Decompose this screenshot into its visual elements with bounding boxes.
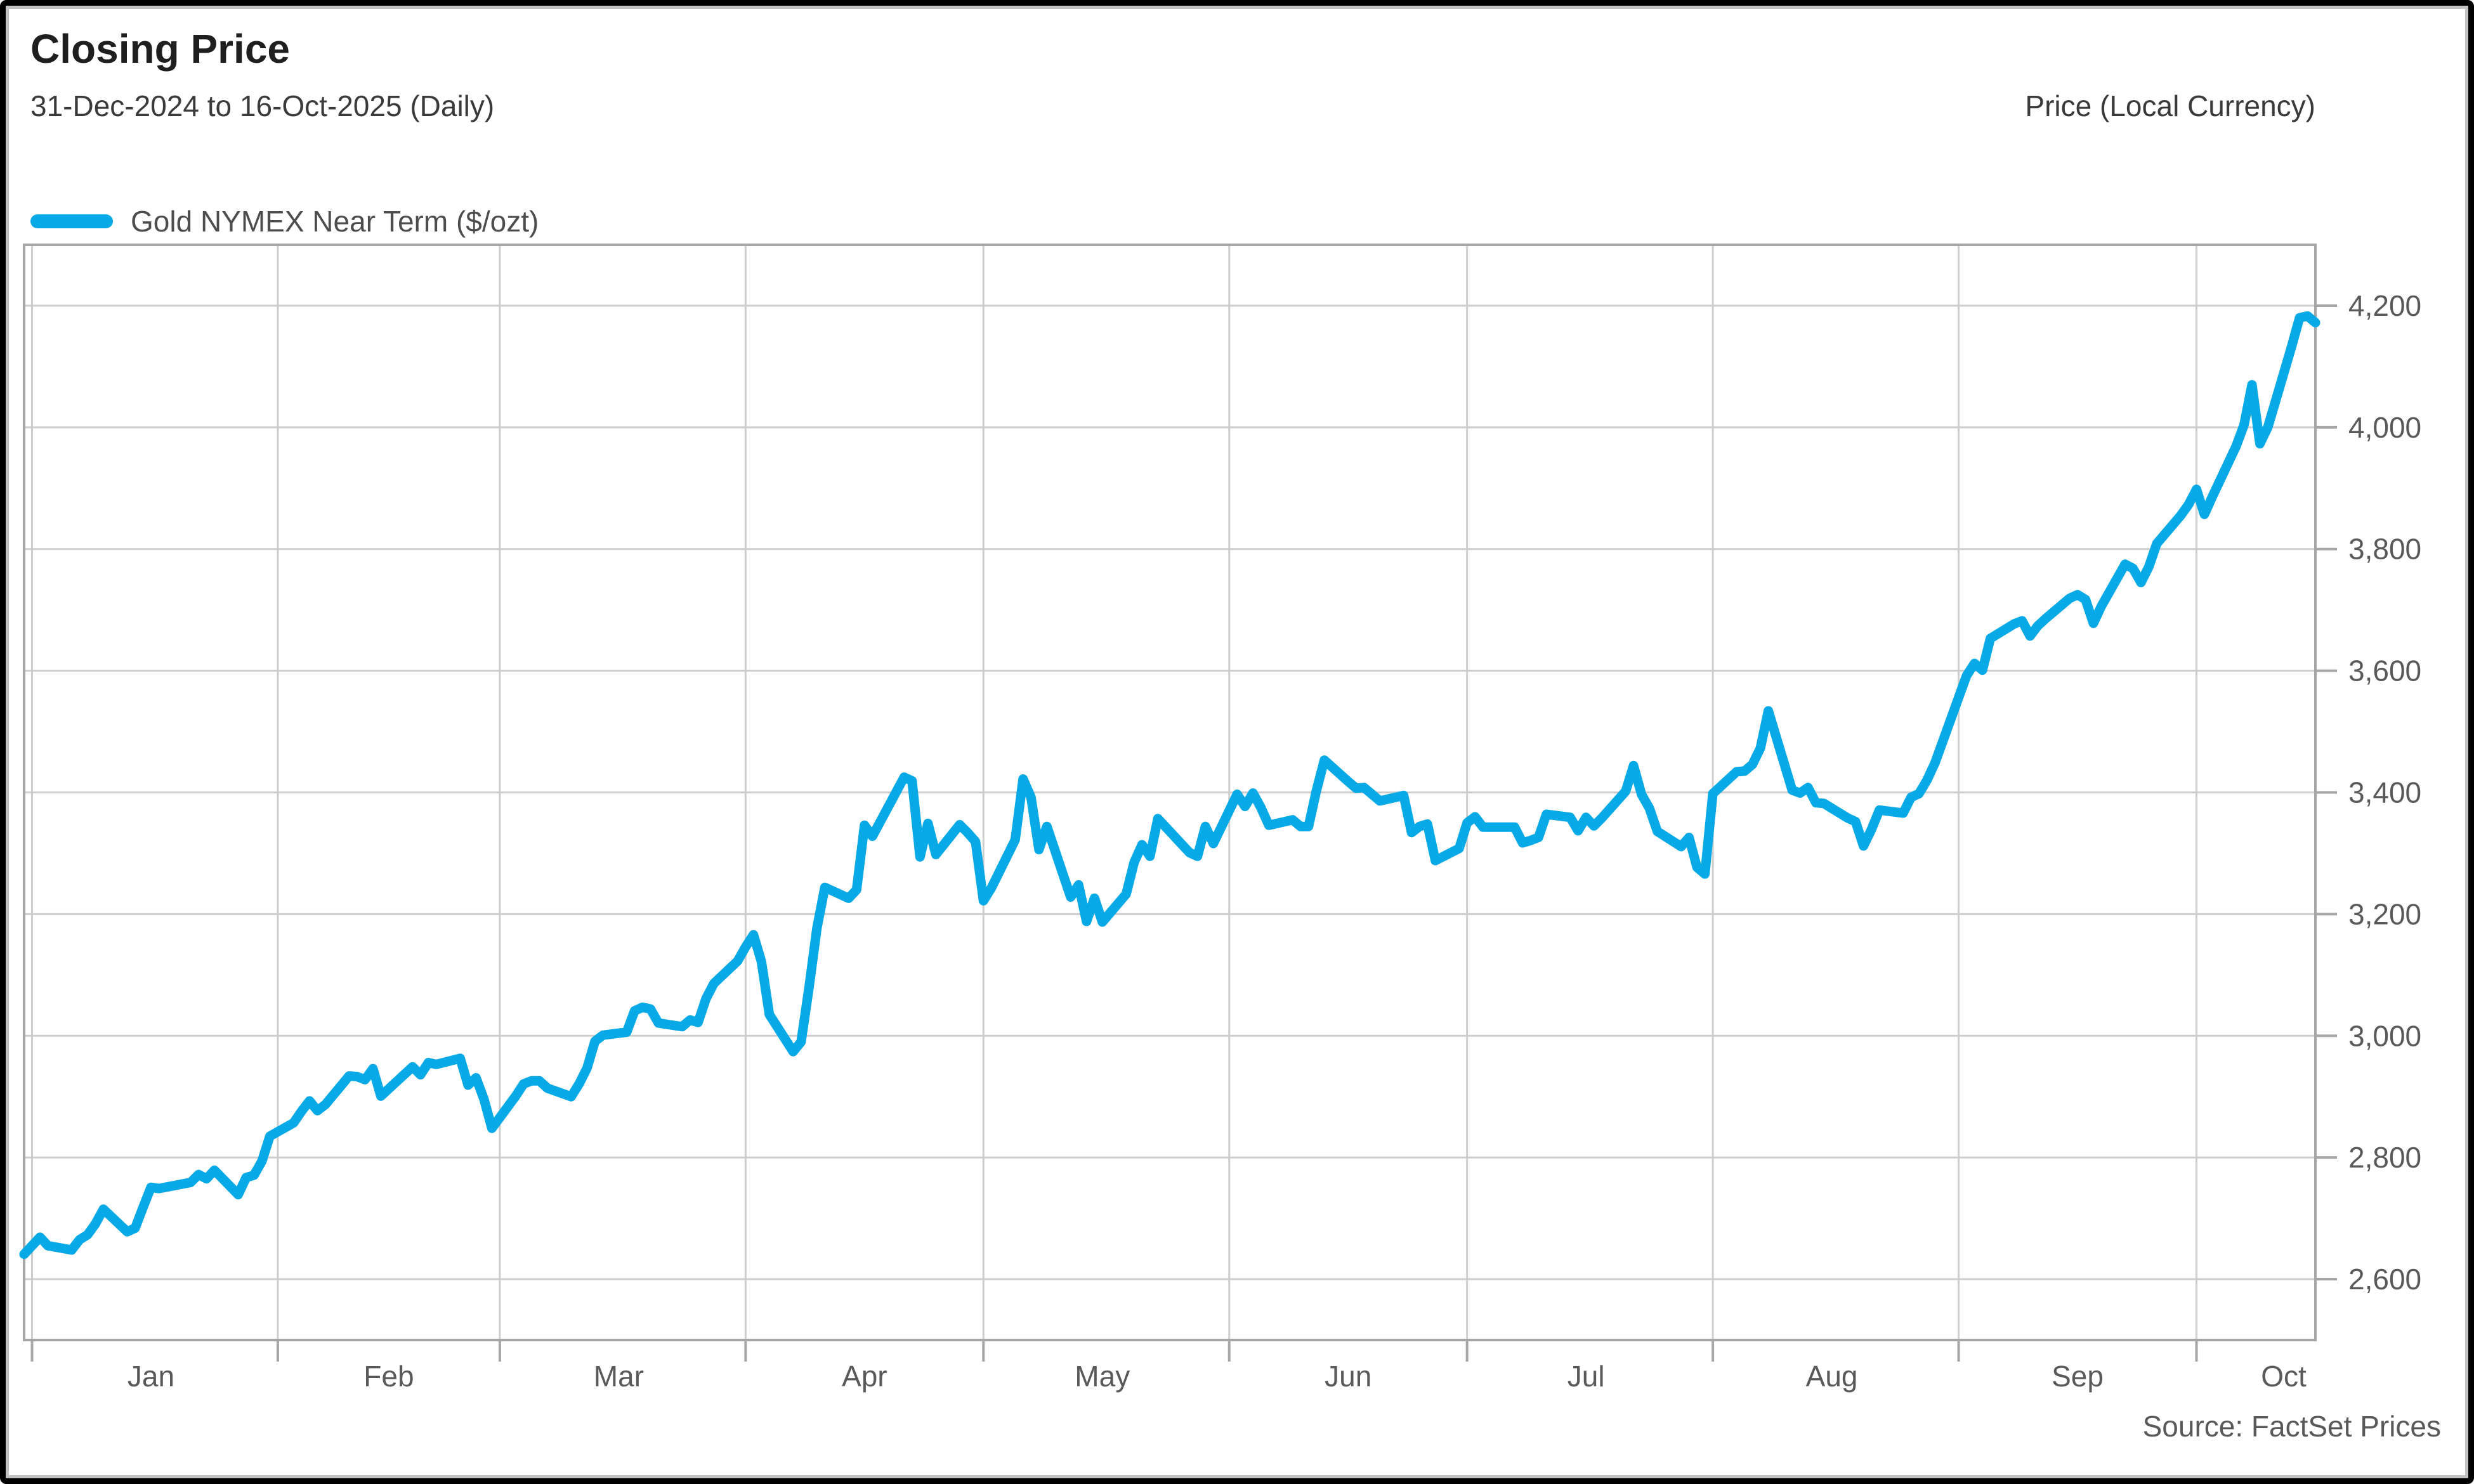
series-line-swatch-icon — [30, 214, 113, 228]
y-tick-label: 3,800 — [2348, 533, 2421, 566]
y-tick-label: 2,600 — [2348, 1263, 2421, 1296]
x-month-label: Sep — [2052, 1360, 2104, 1393]
y-tick-label: 3,000 — [2348, 1019, 2421, 1052]
x-month-label: Mar — [594, 1360, 644, 1393]
price-axis-title: Price (Local Currency) — [2025, 89, 2315, 122]
x-month-label: Jan — [128, 1360, 174, 1393]
x-month-label: Jun — [1325, 1360, 1371, 1393]
x-month-label: May — [1075, 1360, 1130, 1393]
legend-series-label: Gold NYMEX Near Term ($/ozt) — [131, 205, 539, 238]
y-tick-label: 4,200 — [2348, 289, 2421, 322]
price-line — [19, 311, 2320, 1259]
x-month-label: Aug — [1806, 1360, 1858, 1393]
legend: Gold NYMEX Near Term ($/ozt) — [30, 204, 539, 238]
source-label: Source: FactSet Prices — [2142, 1410, 2441, 1443]
date-range-subtitle: 31-Dec-2024 to 16-Oct-2025 (Daily) — [30, 89, 495, 122]
y-tick-label: 3,400 — [2348, 776, 2421, 809]
page-title: Closing Price — [30, 26, 290, 72]
y-tick-label: 3,600 — [2348, 654, 2421, 687]
y-tick-label: 3,200 — [2348, 897, 2421, 930]
y-tick-label: 2,800 — [2348, 1141, 2421, 1174]
y-tick-label: 4,000 — [2348, 411, 2421, 444]
x-month-label: Oct — [2261, 1360, 2307, 1393]
plot-frame — [23, 244, 2317, 1341]
x-month-label: Apr — [842, 1360, 887, 1393]
x-month-label: Jul — [1568, 1360, 1605, 1393]
x-month-label: Feb — [363, 1360, 414, 1393]
